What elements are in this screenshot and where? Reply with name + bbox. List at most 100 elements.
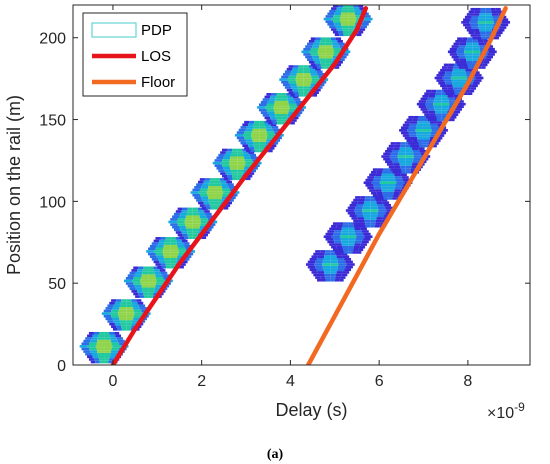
pdp-cell [237,151,243,154]
pdp-cell [325,278,331,282]
pdp-cell [104,337,111,340]
pdp-cell [355,222,361,225]
pdp-cell [348,5,354,8]
pdp-cell [501,21,511,24]
pdp-cell [474,74,482,77]
pdp-cell [133,307,141,310]
pdp-cell [405,147,413,150]
pdp-cell [324,252,331,256]
pdp-cell [279,78,288,81]
pdp-cell [472,36,477,40]
pdp-cell [313,58,320,61]
pdp-cell [238,128,246,132]
pdp-cell [140,282,149,285]
legend-swatch [91,22,137,38]
pdp-cell [464,53,473,56]
pdp-cell [441,102,450,106]
pdp-cell [405,152,414,156]
pdp-cell [225,172,232,175]
pdp-cell [81,347,90,351]
pdp-cell [468,10,475,14]
pdp-cell [431,115,437,119]
pdp-cell [246,141,254,145]
pdp-cell [478,15,486,19]
pdp-cell [381,186,389,190]
pdp-cell [348,9,355,13]
pdp-cell [391,160,399,164]
pdp-cell [223,191,232,194]
pdp-cell [388,165,395,169]
pdp-cell [170,237,176,240]
pdp-cell [303,91,309,95]
pdp-cell [337,257,345,261]
pdp-cell [220,180,227,184]
pdp-cell [467,37,473,41]
pdp-cell [362,209,371,212]
pdp-cell [495,7,501,11]
pdp-cell [375,173,382,177]
pdp-cell [354,230,362,233]
pdp-cell [311,80,319,84]
pdp-cell [450,92,455,95]
pdp-cell [340,53,349,56]
pdp-cell [419,144,424,148]
pdp-cell [242,123,249,127]
pdp-cell [309,50,318,54]
pdp-cell [478,18,486,22]
pdp-cell [270,123,277,127]
pdp-cell [443,89,449,93]
pdp-cell [452,81,460,85]
pdp-cell [320,250,326,253]
pdp-cell [337,60,343,64]
pdp-cell [336,28,343,31]
pdp-cell [232,148,238,152]
pdp-cell [97,337,105,340]
pdp-cell [117,339,125,343]
pdp-cell [427,118,433,122]
pdp-cell [410,170,415,174]
pdp-cell [323,268,331,272]
pdp-cell [348,12,355,16]
pdp-cell [266,128,274,132]
pdp-cell [199,188,208,192]
pdp-cell [180,212,187,216]
pdp-cell [409,134,417,137]
pdp-cell [457,47,465,51]
pdp-cell [281,106,290,109]
pdp-cell [334,278,340,282]
pdp-cell [320,63,326,67]
pdp-cell [216,156,224,160]
pdp-cell [319,45,326,48]
pdp-cell [281,75,289,79]
pdp-cell [333,238,341,241]
pdp-cell [159,239,165,243]
pdp-cell [132,304,139,308]
pdp-cell [401,170,406,174]
pdp-cell [408,126,416,130]
pdp-cell [360,243,367,246]
pdp-cell [155,282,164,285]
pdp-cell [472,60,478,64]
pdp-cluster [323,5,373,37]
pdp-cell [451,45,459,48]
pdp-cell [348,232,356,236]
pdp-cell [133,309,142,313]
pdp-cell [201,196,209,200]
pdp-cell [259,136,267,140]
pdp-cell [303,70,311,74]
pdp-cell [187,233,193,237]
pdp-cell [230,156,238,160]
pdp-cell [325,63,331,67]
pdp-cell [248,151,255,154]
pdp-cell [423,118,430,122]
pdp-cell [400,173,407,177]
pdp-cell [361,23,369,26]
pdp-cell [111,314,119,318]
pdp-cell [493,18,501,22]
pdp-cell [237,153,244,157]
pdp-cell [227,199,234,202]
pdp-cell [342,224,349,228]
pdp-cell [192,218,201,221]
pdp-cell [271,126,279,129]
pdp-cell [114,322,121,326]
